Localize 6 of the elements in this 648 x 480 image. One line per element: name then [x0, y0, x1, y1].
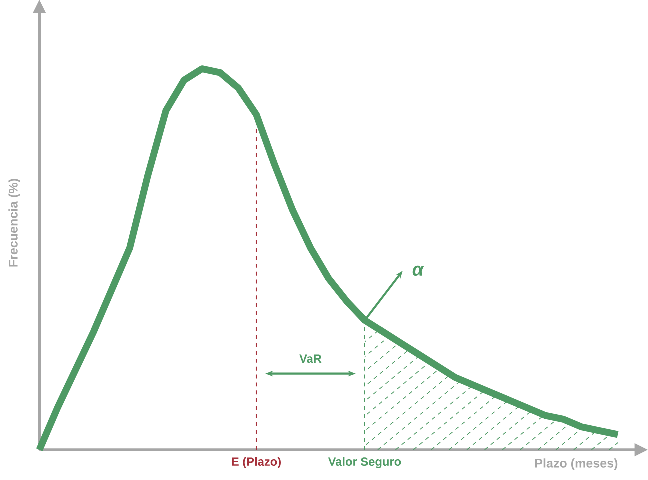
annotation: α: [412, 266, 424, 276]
y-axis-title: Frecuencia (%): [8, 178, 20, 267]
x-tick-label: Valor Seguro: [328, 457, 402, 468]
x-tick-label: E (Plazo): [232, 457, 281, 468]
x-axis-title: Plazo (meses): [535, 458, 618, 470]
annotation: VaR: [300, 354, 322, 363]
